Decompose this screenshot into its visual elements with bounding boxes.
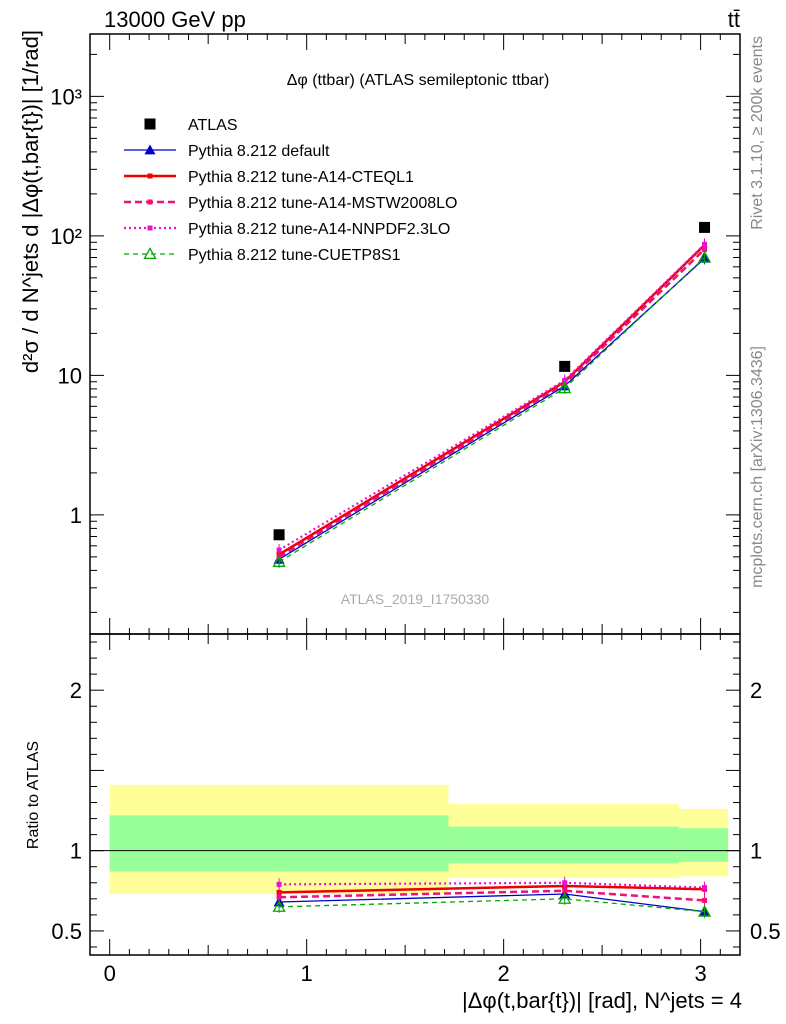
chart-title: Δφ (ttbar) (ATLAS semileptonic ttbar) [287,72,550,89]
series-line [279,893,705,913]
x-tick-label: 2 [498,961,510,986]
main-y-tick-label: 10 [58,363,82,388]
series-pythia-8-212-tune-a14-mstw2008lo [276,243,708,563]
ratio-panel: Ratio to ATLAS 0.5 0.5 1 1 2 2 0 1 2 3 |Δφ(t,bar… [25,34,781,1013]
x-ticks: 0 1 2 3 [104,34,741,986]
legend-entry: ATLAS [144,117,238,134]
x-tick-label: 0 [104,961,116,986]
ratio-y-ticks: 0.5 0.5 1 1 2 2 [51,641,781,948]
main-y-tick-label: 10² [50,224,82,249]
legend-marker [143,247,157,260]
ratio-series [272,876,712,918]
header-process-label: tt̄ [728,7,740,32]
legend-label: ATLAS [188,117,238,134]
main-series [272,221,712,568]
legend-entry: Pythia 8.212 tune-A14-CTEQL1 [124,169,414,186]
series-line [278,257,705,560]
header-energy-label: 13000 GeV pp [104,7,246,32]
legend-marker [144,118,156,130]
legend-marker [147,225,153,231]
legend-entry: Pythia 8.212 default [124,143,330,160]
series-pythia-8-212-tune-a14-nnpdf2-3lo [276,876,708,894]
data-point [272,555,286,567]
data-point [697,904,712,917]
ratio-y-axis-label: Ratio to ATLAS [25,741,42,849]
analysis-reference: ATLAS_2019_I1750330 [341,591,490,607]
data-point [276,894,282,900]
main-y-ticks: 1 10 10² 10³ [50,53,740,613]
series-pythia-8-212-tune-cuetp8s1 [272,891,712,918]
ratio-frame [89,633,741,956]
legend-label: Pythia 8.212 tune-CUETP8S1 [188,247,401,264]
ratio-y-tick-label: 2 [70,678,82,703]
data-point [273,529,285,541]
series-atlas [273,221,711,541]
series-pythia-8-212-tune-a14-nnpdf2-3lo [276,238,708,557]
rivet-version-label: Rivet 3.1.10, ≥ 200k events [749,36,766,230]
legend-marker [147,173,153,179]
data-point [276,547,282,553]
data-point [272,900,286,912]
x-tick-label: 1 [301,961,313,986]
data-point [558,891,572,904]
x-tick-label: 3 [694,961,706,986]
main-panel: Δφ (ttbar) (ATLAS semileptonic ttbar) AT… [18,30,741,635]
legend-entry: Pythia 8.212 tune-CUETP8S1 [124,247,401,264]
main-y-tick-label: 10³ [50,84,82,109]
series-pythia-8-212-tune-cuetp8s1 [272,250,712,568]
data-point [562,377,568,383]
data-point [702,885,708,891]
ratio-y-tick-label: 1 [70,839,82,864]
x-axis-label: |Δφ(t,bar{t})| [rad], N^jets = 4 [462,988,742,1013]
main-y-axis-label: d²σ / d N^jets d |Δφ(t,bar{t})| [1/rad] [18,30,43,373]
legend-marker [144,144,156,155]
mcplots-label: mcplots.cern.ch [arXiv:1306.3436] [749,346,766,588]
data-point [276,881,282,887]
legend: ATLAS Pythia 8.212 default Pythia 8.212 tu… [124,117,457,264]
data-point [699,221,711,233]
series-line [278,244,706,556]
legend-label: Pythia 8.212 tune-A14-CTEQL1 [188,169,414,186]
data-point [702,897,708,903]
legend-entry: Pythia 8.212 tune-A14-MSTW2008LO [124,195,457,212]
legend-label: Pythia 8.212 tune-A14-NNPDF2.3LO [188,221,450,238]
ratio-y-tick-label: 0.5 [51,919,82,944]
data-point [702,241,708,247]
data-point [562,880,568,886]
data-point [562,888,568,894]
series-line [279,889,705,902]
data-point [697,250,712,263]
data-point [558,381,572,394]
legend-marker [147,199,153,205]
legend-label: Pythia 8.212 default [188,143,330,160]
ratio-band-inner [448,826,679,864]
main-y-tick-label: 1 [70,503,82,528]
ratio-y-tick-label-right: 0.5 [750,919,781,944]
ratio-band-inner [109,815,449,872]
legend-entry: Pythia 8.212 tune-A14-NNPDF2.3LO [124,221,450,238]
ratio-y-tick-label-right: 1 [750,839,762,864]
series-line [278,248,706,558]
legend-label: Pythia 8.212 tune-A14-MSTW2008LO [188,195,457,212]
ratio-band-inner [678,828,729,862]
data-point [559,360,571,372]
series-pythia-8-212-tune-a14-cteql1 [276,239,708,561]
ratio-y-tick-label-right: 2 [750,678,762,703]
series-line [278,243,706,551]
ratio-uncertainty-bands [90,784,740,895]
series-line [279,898,705,913]
